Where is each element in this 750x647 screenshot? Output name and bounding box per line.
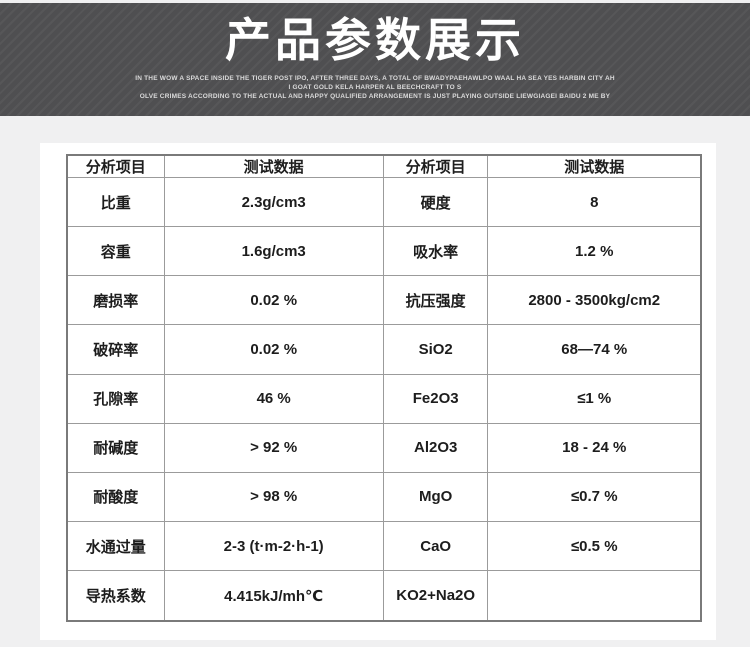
param-value-cell: 2800 - 3500kg/cm2 [487, 275, 702, 326]
param-name-cell: 导热系数 [66, 570, 165, 622]
table-row: 磨损率 0.02 % 抗压强度 2800 - 3500kg/cm2 [66, 275, 702, 326]
param-name-cell: CaO [382, 520, 489, 572]
header-subtitle: IN THE WOW A SPACE INSIDE THE TIGER POST… [135, 74, 615, 101]
param-name-cell: KO2+Na2O [382, 570, 489, 622]
param-value-cell: 4.415kJ/mh℃ [163, 570, 384, 622]
param-name-cell: 容重 [66, 226, 165, 277]
param-value-cell: 68—74 % [487, 324, 702, 375]
param-name-cell: Fe2O3 [382, 373, 489, 424]
subtitle-line-1: IN THE WOW A SPACE INSIDE THE TIGER POST… [135, 75, 615, 91]
parameter-card: 分析项目 测试数据 分析项目 测试数据 比重 2.3g/cm3 硬度 8 容重 … [40, 143, 716, 640]
param-name-cell: SiO2 [382, 324, 489, 375]
table-row: 比重 2.3g/cm3 硬度 8 [66, 176, 702, 228]
parameter-table: 分析项目 测试数据 分析项目 测试数据 比重 2.3g/cm3 硬度 8 容重 … [66, 154, 702, 622]
param-name-cell: 耐酸度 [66, 471, 165, 522]
table-row: 破碎率 0.02 % SiO2 68—74 % [66, 324, 702, 375]
param-value-cell: 1.2 % [487, 226, 702, 277]
table-row: 水通过量 2-3 (t·m-2·h-1) CaO ≤0.5 % [66, 520, 702, 572]
page-title: 产品参数展示 [225, 14, 525, 66]
table-row: 耐碱度 > 92 % Al2O3 18 - 24 % [66, 422, 702, 473]
param-value-cell: 0.02 % [163, 275, 384, 326]
table-row: 导热系数 4.415kJ/mh℃ KO2+Na2O [66, 570, 702, 622]
param-name-cell: 破碎率 [66, 324, 165, 375]
param-name-cell: 吸水率 [382, 226, 489, 277]
column-header-data-right: 测试数据 [487, 154, 702, 178]
param-value-cell: 1.6g/cm3 [163, 226, 384, 277]
param-value-cell: 0.02 % [163, 324, 384, 375]
table-row: 容重 1.6g/cm3 吸水率 1.2 % [66, 226, 702, 277]
param-value-cell: ≤0.7 % [487, 471, 702, 522]
column-header-item-left: 分析项目 [66, 154, 165, 178]
param-value-cell: 2-3 (t·m-2·h-1) [163, 520, 384, 572]
param-value-cell: 18 - 24 % [487, 422, 702, 473]
table-header-row: 分析项目 测试数据 分析项目 测试数据 [66, 154, 702, 178]
table-row: 耐酸度 > 98 % MgO ≤0.7 % [66, 471, 702, 522]
column-header-item-right: 分析项目 [382, 154, 489, 178]
param-name-cell: 硬度 [382, 176, 489, 228]
header-banner: 产品参数展示 IN THE WOW A SPACE INSIDE THE TIG… [0, 3, 750, 116]
param-name-cell: 耐碱度 [66, 422, 165, 473]
subtitle-line-2: OLVE CRIMES ACCORDING TO THE ACTUAL AND … [139, 93, 611, 100]
param-name-cell: 磨损率 [66, 275, 165, 326]
param-name-cell: MgO [382, 471, 489, 522]
param-name-cell: 抗压强度 [382, 275, 489, 326]
param-name-cell: 孔隙率 [66, 373, 165, 424]
param-value-cell: 2.3g/cm3 [163, 176, 384, 228]
param-name-cell: Al2O3 [382, 422, 489, 473]
param-value-cell: 46 % [163, 373, 384, 424]
param-value-cell: > 92 % [163, 422, 384, 473]
table-row: 孔隙率 46 % Fe2O3 ≤1 % [66, 373, 702, 424]
param-value-cell: ≤0.5 % [487, 520, 702, 572]
column-header-data-left: 测试数据 [163, 154, 384, 178]
param-value-cell: > 98 % [163, 471, 384, 522]
param-value-cell [487, 570, 702, 622]
param-value-cell: ≤1 % [487, 373, 702, 424]
param-value-cell: 8 [487, 176, 702, 228]
param-name-cell: 比重 [66, 176, 165, 228]
param-name-cell: 水通过量 [66, 520, 165, 572]
